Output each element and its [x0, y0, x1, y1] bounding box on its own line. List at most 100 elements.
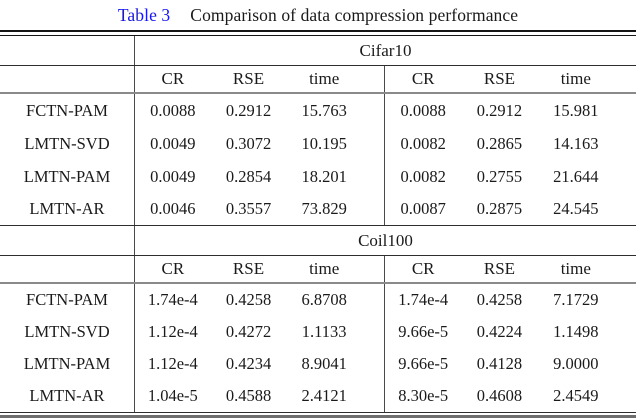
value-cell: 0.4258	[225, 290, 272, 309]
table-row: LMTN-AR 1.04e-5 0.4588 2.4121 8.30e-5 0.…	[0, 380, 636, 412]
value-cell: 0.4224	[476, 322, 523, 341]
value-cell: 21.644	[553, 166, 599, 186]
value-group-left: 1.74e-4 0.4258 6.8708	[135, 284, 385, 316]
col-header-cr: CR	[411, 69, 435, 88]
value-cell: 1.1133	[301, 322, 347, 341]
value-cell: 1.1498	[553, 322, 599, 341]
table-caption-label: Table 3	[117, 4, 171, 25]
value-cell: 24.545	[553, 199, 599, 218]
value-cell: 1.12e-4	[147, 322, 198, 341]
col-header-time: time	[560, 259, 591, 278]
value-cell: 1.74e-4	[147, 290, 198, 309]
value-cell: 2.4121	[301, 386, 347, 405]
value-cell: 15.981	[553, 100, 599, 120]
value-group-left: 1.04e-5 0.4588 2.4121	[135, 380, 385, 412]
section-title-cifar10: Cifar10	[359, 40, 412, 60]
value-cell: 1.12e-4	[147, 354, 198, 373]
col-header-cr: CR	[161, 259, 185, 278]
header-group-right: CR RSE time	[385, 256, 636, 282]
col-header-cr: CR	[411, 259, 435, 278]
corner-cell	[0, 36, 135, 65]
value-group-right: 9.66e-5 0.4128 9.0000	[385, 348, 636, 380]
corner-cell	[0, 66, 135, 92]
value-cell: 7.1729	[553, 290, 599, 309]
value-cell: 0.0088	[400, 100, 446, 120]
value-cell: 0.4234	[225, 354, 272, 373]
method-name: LMTN-PAM	[0, 348, 135, 380]
table-row: LMTN-SVD 1.12e-4 0.4272 1.1133 9.66e-5 0…	[0, 316, 636, 348]
value-cell: 1.04e-5	[147, 386, 198, 405]
value-group-right: 0.0088 0.2912 15.981	[385, 94, 636, 127]
value-cell: 18.201	[301, 166, 347, 186]
value-cell: 0.3557	[225, 199, 272, 218]
value-cell: 0.0088	[150, 100, 196, 120]
bottom-double-rule	[0, 412, 636, 418]
value-cell: 0.0082	[400, 133, 446, 153]
value-cell: 9.66e-5	[398, 322, 449, 341]
value-cell: 0.3072	[225, 133, 272, 153]
method-name: LMTN-AR	[0, 193, 135, 225]
value-cell: 1.74e-4	[398, 290, 449, 309]
method-name: LMTN-SVD	[0, 127, 135, 160]
table-caption-text: Comparison of data compression performan…	[190, 4, 519, 25]
value-cell: 0.2875	[476, 199, 523, 218]
corner-cell	[0, 256, 135, 282]
value-cell: 8.9041	[301, 354, 347, 373]
value-cell: 14.163	[553, 133, 599, 153]
value-group-left: 1.12e-4 0.4234 8.9041	[135, 348, 385, 380]
value-cell: 9.0000	[553, 354, 599, 373]
col-header-time: time	[560, 69, 591, 88]
table-row: LMTN-SVD 0.0049 0.3072 10.195 0.0082 0.2…	[0, 127, 636, 160]
table-row: FCTN-PAM 1.74e-4 0.4258 6.8708 1.74e-4 0…	[0, 284, 636, 316]
table-row: FCTN-PAM 0.0088 0.2912 15.763 0.0088 0.2…	[0, 94, 636, 127]
table-row: LMTN-PAM 1.12e-4 0.4234 8.9041 9.66e-5 0…	[0, 348, 636, 380]
value-cell: 0.0046	[150, 199, 196, 218]
value-cell: 8.30e-5	[398, 386, 449, 405]
col-header-cr: CR	[161, 69, 185, 88]
top-double-rule	[0, 30, 636, 36]
value-cell: 0.2912	[476, 100, 523, 120]
value-cell: 10.195	[301, 133, 347, 153]
section-title-coil100: Coil100	[358, 230, 413, 250]
value-cell: 0.4272	[225, 322, 272, 341]
value-cell: 0.0049	[150, 166, 196, 186]
col-header-rse: RSE	[483, 69, 516, 88]
value-group-right: 9.66e-5 0.4224 1.1498	[385, 316, 636, 348]
header-group-left: CR RSE time	[135, 66, 385, 92]
value-cell: 0.4588	[225, 386, 272, 405]
header-group-right: CR RSE time	[385, 66, 636, 92]
value-group-left: 0.0049 0.2854 18.201	[135, 160, 385, 193]
value-cell: 0.4128	[476, 354, 523, 373]
value-cell: 6.8708	[301, 290, 347, 309]
header-row-coil100: CR RSE time CR RSE time	[0, 256, 636, 284]
value-group-left: 0.0088 0.2912 15.763	[135, 94, 385, 127]
section-row-cifar10: Cifar10	[0, 36, 636, 66]
method-name: LMTN-SVD	[0, 316, 135, 348]
header-row-cifar10: CR RSE time CR RSE time	[0, 66, 636, 94]
table-row: LMTN-AR 0.0046 0.3557 73.829 0.0087 0.28…	[0, 193, 636, 226]
value-group-right: 0.0087 0.2875 24.545	[385, 193, 636, 225]
col-header-time: time	[309, 259, 340, 278]
col-header-time: time	[309, 69, 340, 88]
section-row-coil100: Coil100	[0, 226, 636, 256]
value-cell: 2.4549	[553, 386, 599, 405]
method-name: FCTN-PAM	[0, 284, 135, 316]
value-cell: 0.0087	[400, 199, 446, 218]
value-cell: 9.66e-5	[398, 354, 449, 373]
table-row: LMTN-PAM 0.0049 0.2854 18.201 0.0082 0.2…	[0, 160, 636, 193]
value-cell: 0.0049	[150, 133, 196, 153]
value-cell: 0.2865	[476, 133, 523, 153]
method-name: LMTN-AR	[0, 380, 135, 412]
value-cell: 15.763	[301, 100, 347, 120]
value-group-right: 0.0082 0.2755 21.644	[385, 160, 636, 193]
value-cell: 0.2854	[225, 166, 272, 186]
col-header-rse: RSE	[232, 259, 265, 278]
value-cell: 0.4258	[476, 290, 523, 309]
col-header-rse: RSE	[483, 259, 516, 278]
value-cell: 0.4608	[476, 386, 523, 405]
corner-cell	[0, 226, 135, 255]
method-name: LMTN-PAM	[0, 160, 135, 193]
value-cell: 0.2755	[476, 166, 523, 186]
value-cell: 0.2912	[225, 100, 272, 120]
